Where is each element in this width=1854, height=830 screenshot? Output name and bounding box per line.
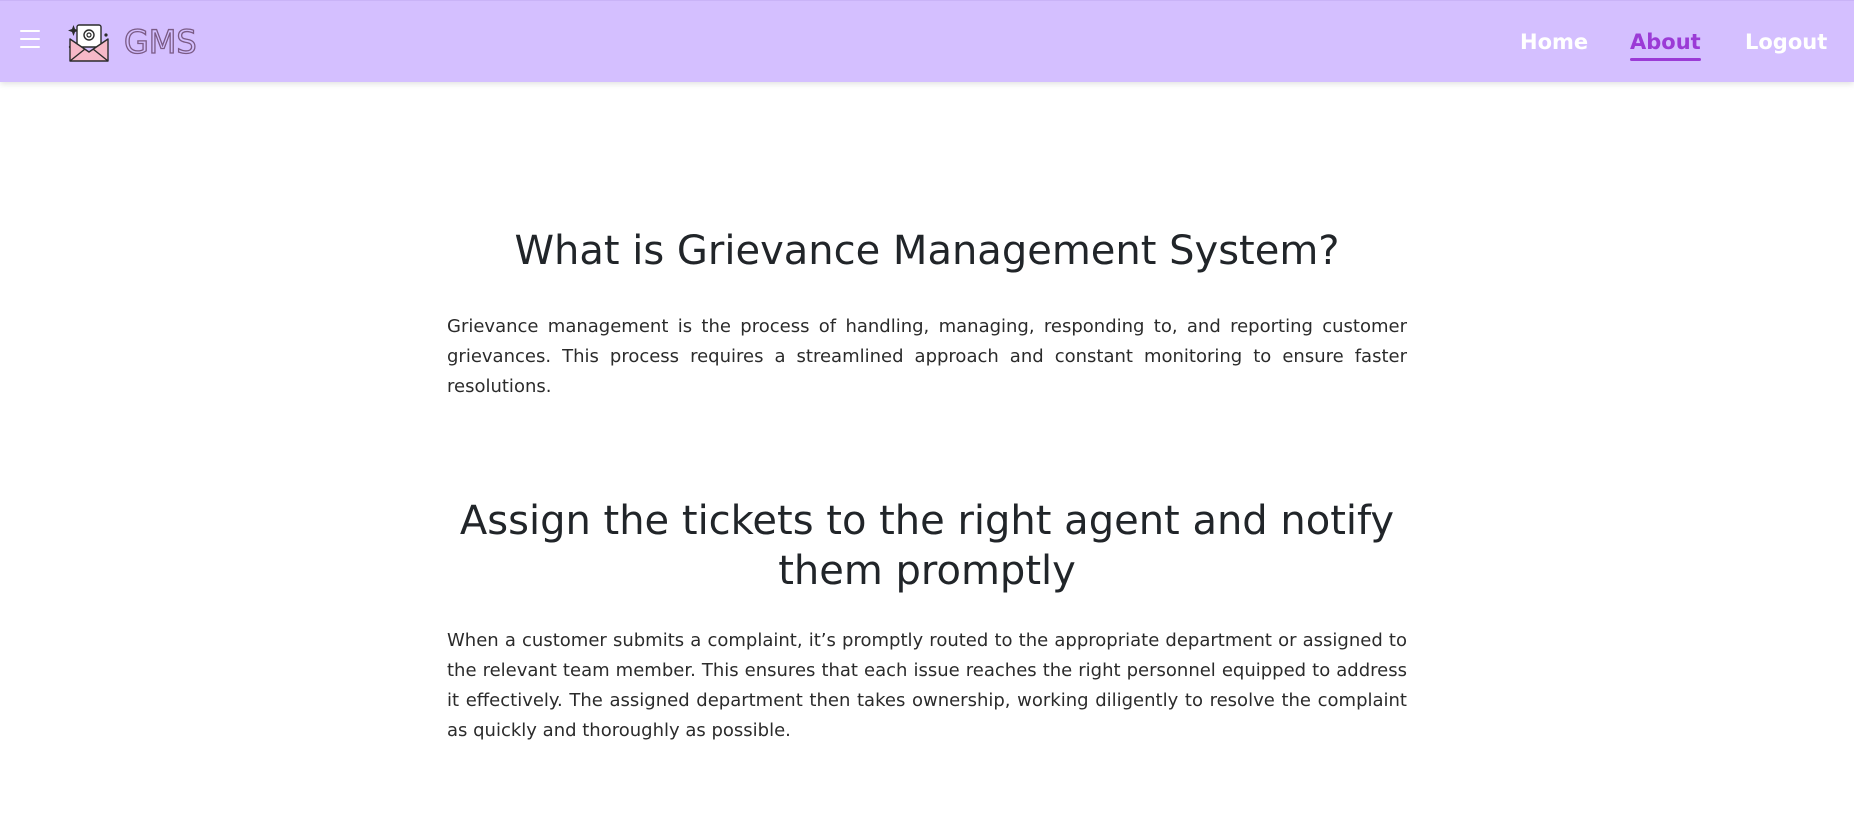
brand-name[interactable]: GMS bbox=[123, 22, 197, 61]
hamburger-menu-icon[interactable] bbox=[20, 30, 42, 52]
section-title: What is Grievance Management System? bbox=[514, 228, 1340, 274]
section-text: When a customer submits a complaint, it’… bbox=[447, 630, 1407, 741]
top-navbar: GMS Home About Logout bbox=[0, 0, 1854, 82]
nav-logout-link[interactable]: Logout bbox=[1745, 30, 1828, 54]
section-text: Grievance management is the process of h… bbox=[447, 316, 1407, 397]
nav-home-link[interactable]: Home bbox=[1520, 30, 1589, 54]
section-title: Assign the tickets to the right agent an… bbox=[459, 498, 1395, 594]
nav-about-link[interactable]: About bbox=[1630, 30, 1701, 61]
envelope-at-icon bbox=[68, 24, 109, 62]
